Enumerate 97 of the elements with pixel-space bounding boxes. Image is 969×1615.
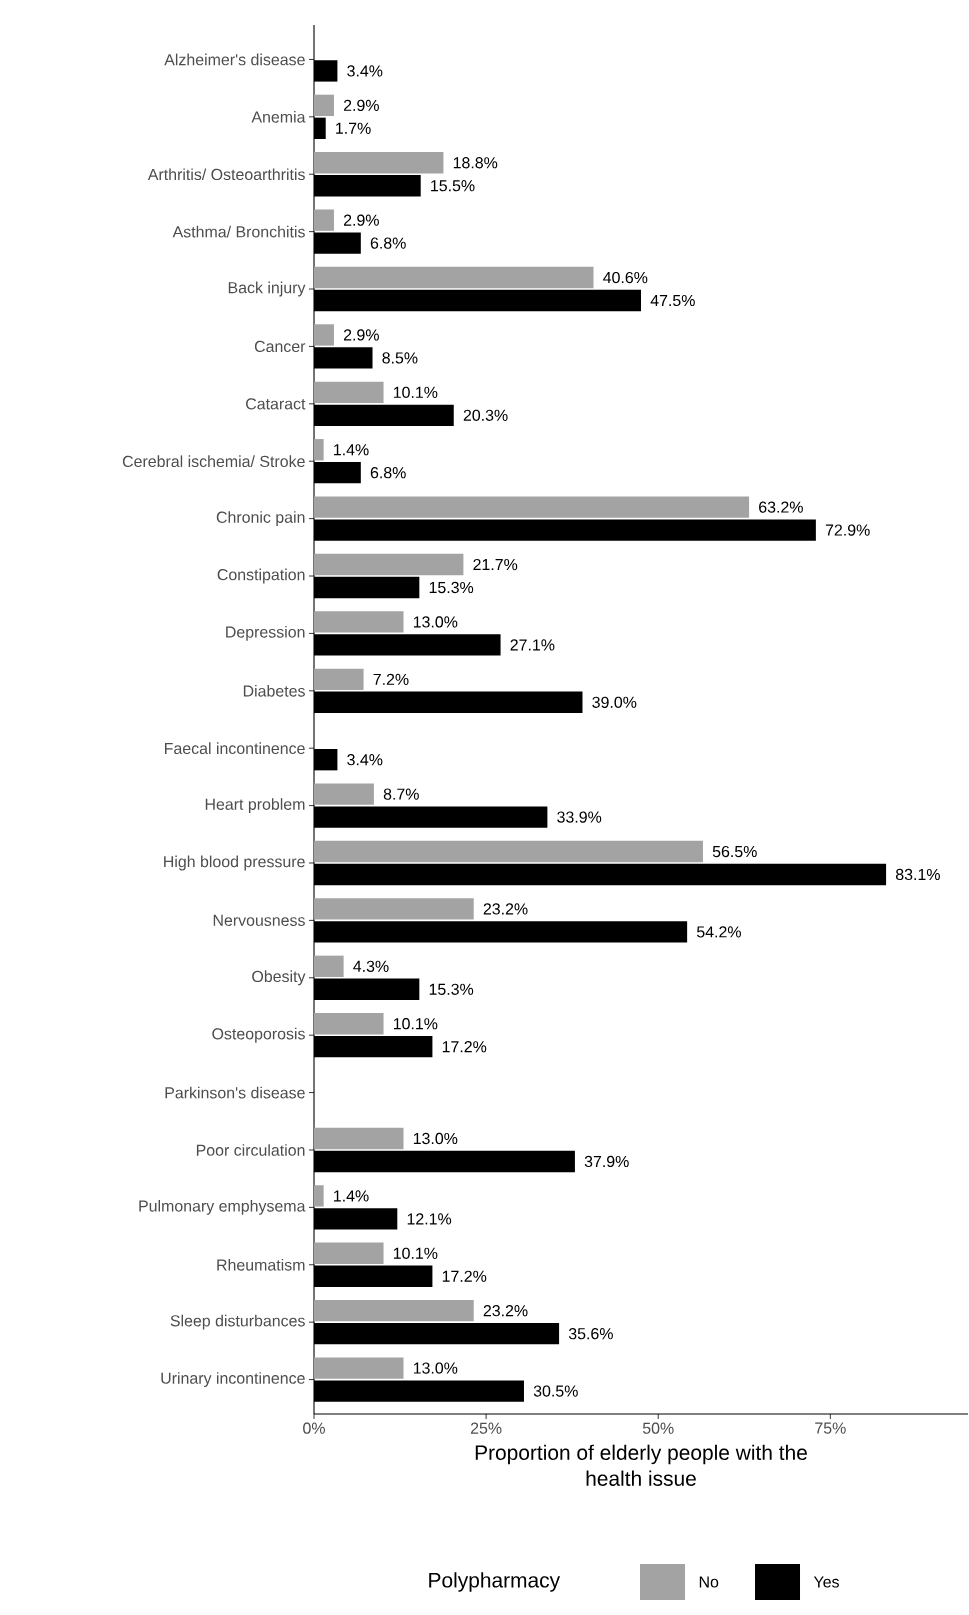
bar (314, 152, 444, 174)
bar (314, 209, 334, 231)
data-label: 54.2% (696, 926, 741, 938)
bar (314, 611, 404, 633)
data-label: 8.5% (382, 352, 418, 364)
bar (314, 840, 703, 863)
y-tick-label: Depression (226, 625, 305, 641)
y-tick-label: Arthritis/ Osteoarthritis (147, 168, 305, 181)
bar (314, 1013, 384, 1035)
y-tick-label: Diabetes (243, 684, 305, 697)
x-tick-label: 75% (815, 1422, 846, 1434)
data-label: 33.9% (557, 811, 602, 823)
y-tick-label: Back injury (228, 281, 306, 297)
data-label: 1.7% (336, 122, 371, 134)
data-label: 12.1% (407, 1213, 452, 1225)
bar (314, 898, 474, 920)
bar (314, 324, 334, 346)
data-label: 2.9% (343, 99, 379, 111)
y-tick-label: Cancer (254, 340, 306, 353)
bar (314, 668, 364, 690)
y-tick-label: Faecal incontinence (165, 742, 305, 755)
bar (314, 955, 344, 977)
bar (314, 1127, 404, 1150)
data-label: 15.3% (429, 983, 474, 995)
legend-label: No (699, 1576, 719, 1588)
y-tick-label: Heart problem (205, 798, 305, 814)
data-label: 20.3% (463, 409, 508, 421)
y-tick-label: Anemia (251, 110, 306, 123)
bar (314, 783, 374, 805)
data-label: 1.4% (334, 1190, 369, 1202)
y-tick-label: Osteoporosis (212, 1027, 305, 1043)
y-tick-label: Sleep disturbances (170, 1314, 305, 1330)
y-tick-label: Rheumatism (217, 1258, 305, 1271)
y-tick-label: Parkinson's disease (165, 1086, 305, 1099)
data-label: 63.2% (759, 501, 803, 513)
x-tick-label: 50% (642, 1422, 674, 1434)
x-tick-label: 25% (470, 1422, 502, 1434)
y-tick-label: Chronic pain (216, 511, 305, 527)
data-label: 6.8% (370, 467, 406, 479)
data-label: 13.0% (413, 616, 458, 628)
data-label: 6.8% (370, 237, 406, 249)
data-label: 3.4% (347, 65, 383, 77)
bar (314, 1242, 384, 1264)
bar (314, 266, 594, 289)
data-label: 83.1% (895, 868, 940, 881)
data-label: 35.6% (568, 1328, 613, 1340)
data-label: 3.4% (347, 754, 383, 766)
legend-title: Polypharmacy (429, 1572, 561, 1592)
x-tick-label: 0% (303, 1422, 325, 1434)
y-tick-label: Cataract (246, 398, 306, 410)
data-label: 17.2% (442, 1270, 487, 1282)
data-label: 56.5% (712, 845, 757, 858)
data-label: 18.8% (453, 157, 498, 169)
data-label: 23.2% (483, 1305, 528, 1317)
data-label: 2.9% (343, 214, 379, 226)
y-tick-label: Alzheimer's disease (164, 53, 305, 66)
data-label: 10.1% (393, 1247, 438, 1259)
bar (314, 1300, 474, 1322)
bar (314, 381, 384, 404)
bar (314, 553, 464, 576)
bar (314, 1357, 404, 1379)
data-label: 47.5% (650, 294, 695, 307)
bar (314, 439, 324, 461)
y-tick-label: Constipation (217, 568, 305, 584)
bar (314, 1185, 324, 1207)
data-label: 37.9% (584, 1155, 629, 1168)
data-label: 13.0% (413, 1132, 458, 1145)
data-label: 39.0% (592, 696, 637, 708)
legend-label: Yes (813, 1576, 839, 1588)
data-label: 15.5% (431, 180, 475, 192)
data-label: 40.6% (603, 271, 648, 284)
y-tick-label: Cerebral ischemia/ Stroke (122, 455, 305, 468)
data-label: 10.1% (393, 1018, 438, 1030)
data-label: 21.7% (473, 558, 518, 571)
data-label: 7.2% (373, 673, 409, 685)
y-tick-label: Urinary incontinence (161, 1372, 305, 1388)
bar (314, 94, 334, 117)
data-label: 13.0% (413, 1362, 458, 1374)
data-label: 1.4% (334, 444, 369, 456)
data-label: 72.9% (825, 524, 870, 536)
data-label: 30.5% (533, 1385, 578, 1397)
data-label: 10.1% (393, 386, 438, 398)
x-axis-title: Proportion of elderly people with the health issue (475, 1444, 807, 1486)
y-tick-label: Poor circulation (196, 1144, 305, 1156)
data-label: 2.9% (343, 329, 379, 341)
y-tick-label: Nervousness (213, 914, 305, 926)
bar (314, 496, 750, 518)
y-tick-label: Asthma/ Bronchitis (172, 225, 305, 238)
y-tick-label: High blood pressure (164, 855, 305, 871)
y-tick-label: Pulmonary emphysema (139, 1199, 306, 1215)
data-label: 15.3% (429, 581, 474, 594)
data-label: 27.1% (510, 639, 555, 651)
data-label: 17.2% (442, 1041, 487, 1053)
y-tick-label: Obesity (252, 970, 306, 986)
data-label: 4.3% (353, 960, 389, 972)
data-label: 8.7% (383, 788, 419, 800)
data-label: 23.2% (483, 903, 528, 915)
